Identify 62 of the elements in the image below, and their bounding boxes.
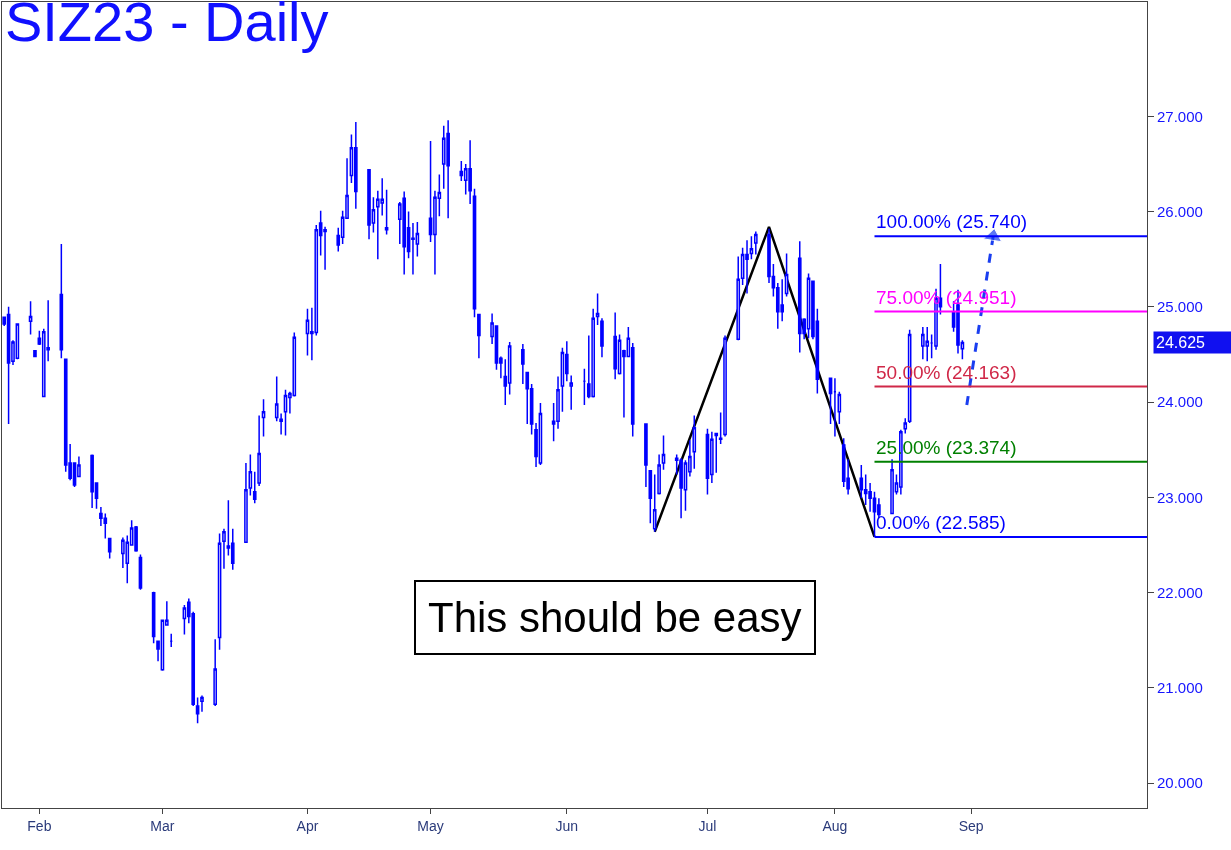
y-tick-label: 25.000: [1157, 298, 1203, 316]
candlestick: [595, 292, 600, 326]
y-tick-label: 21.000: [1157, 679, 1203, 697]
candlestick: [753, 230, 758, 256]
x-tick-label: Apr: [296, 817, 319, 834]
candlestick: [828, 377, 833, 425]
candlestick: [569, 374, 574, 411]
y-tick-label: 20.000: [1157, 774, 1203, 792]
x-tick-label: Jul: [698, 817, 717, 834]
y-tick-label: 26.000: [1157, 202, 1203, 220]
candlestick: [477, 313, 481, 360]
candlestick: [718, 411, 723, 445]
x-tick-label: Mar: [150, 817, 175, 834]
candlestick: [354, 121, 358, 210]
ref-line-label: 100.00% (25.740): [876, 211, 1028, 232]
y-tick-label: 23.000: [1157, 488, 1203, 506]
x-tick-label: Jun: [555, 817, 579, 834]
y-tick-label: 22.000: [1157, 583, 1203, 601]
candlestick: [367, 168, 371, 240]
candlestick: [200, 694, 204, 713]
candlestick: [222, 528, 226, 570]
chart-title: SIZ23 - Daily: [4, 0, 329, 53]
candlestick: [257, 414, 261, 487]
candlestick: [921, 326, 925, 361]
candlestick: [169, 632, 174, 648]
candlestick: [248, 453, 253, 497]
candlestick: [582, 368, 587, 406]
candlestick: [252, 470, 257, 504]
ref-line-label: 0.00% (22.585): [876, 512, 1006, 533]
candlestick: [384, 188, 389, 236]
candlestick: [195, 696, 200, 724]
candlestick: [305, 308, 310, 357]
candlestick: [591, 308, 596, 399]
candlestick: [661, 434, 666, 471]
candlestick: [657, 453, 661, 496]
candlestick: [833, 377, 837, 438]
candlestick: [213, 638, 217, 707]
candlestick: [749, 235, 754, 260]
text: 24.625: [1156, 334, 1206, 351]
candlestick: [613, 311, 617, 381]
candlestick: [797, 240, 802, 354]
x-tick-label: Aug: [822, 817, 848, 834]
x-tick-label: Sep: [958, 817, 984, 834]
y-tick-label: 27.000: [1157, 107, 1203, 125]
candlestick: [745, 239, 749, 295]
candlestick: [261, 398, 266, 438]
candlestick: [723, 334, 727, 438]
candlestick: [890, 458, 894, 515]
candlestick: [244, 462, 248, 543]
candlestick: [652, 473, 657, 533]
x-tick-label: May: [417, 817, 444, 834]
candlestick: [468, 139, 472, 205]
candlestick: [402, 190, 407, 276]
y-tick-label: 24.000: [1157, 393, 1203, 411]
candlestick: [600, 317, 604, 359]
candlestick: [283, 389, 288, 437]
candlestick: [679, 457, 683, 520]
candlestick: [903, 417, 908, 435]
x-tick-label: Feb: [27, 817, 52, 834]
annotation: This should be easy: [428, 594, 802, 641]
candlestick: [446, 119, 450, 220]
candlestick: [925, 326, 930, 362]
